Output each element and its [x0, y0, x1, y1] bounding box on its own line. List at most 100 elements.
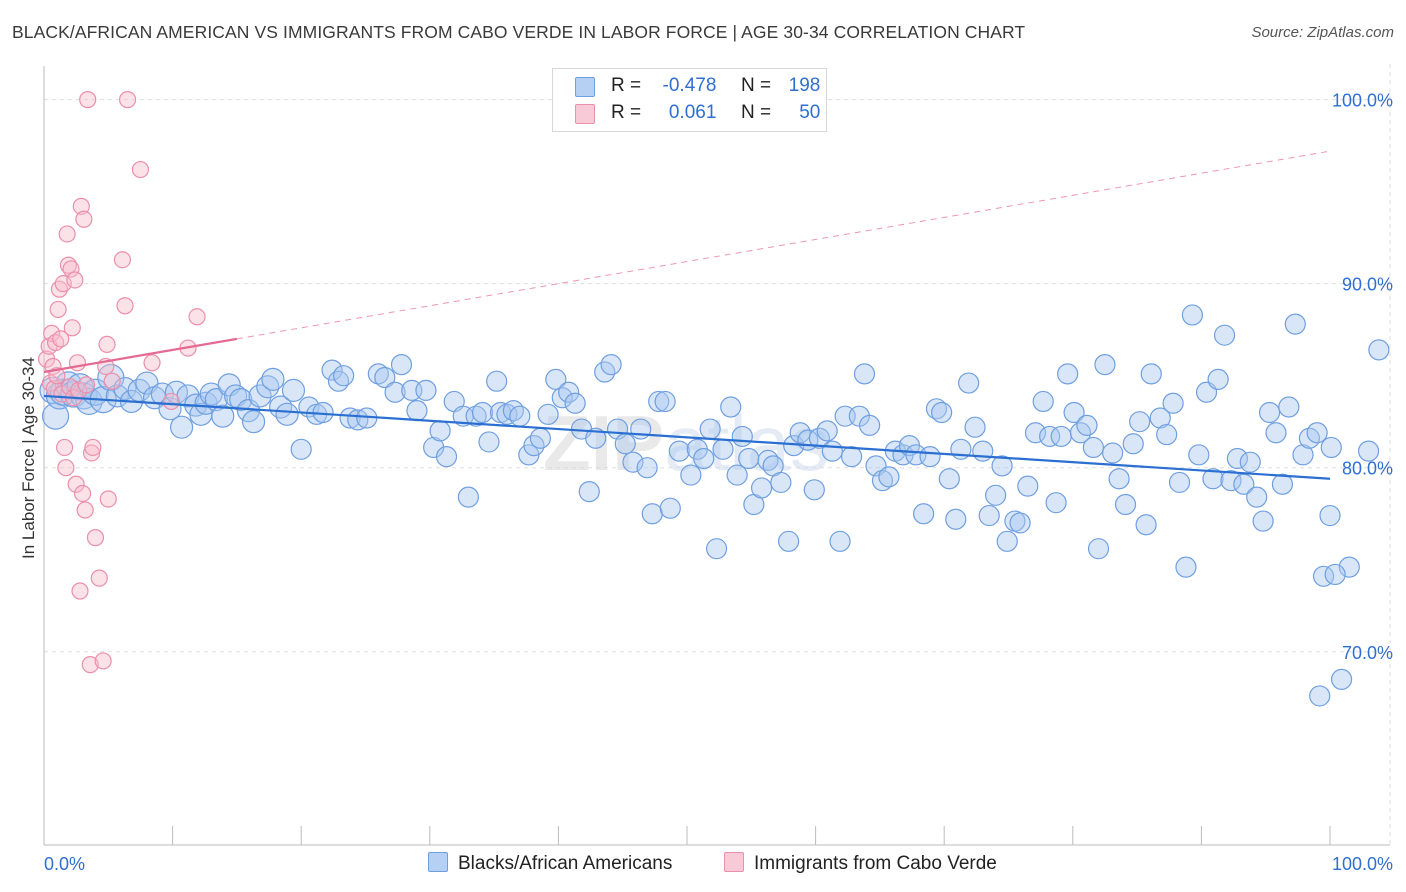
point-cabo-verde [99, 490, 117, 508]
point-blacks [654, 390, 676, 413]
point-blacks [668, 440, 690, 462]
bottom-legend-label-cabo-verde: Immigrants from Cabo Verde [754, 853, 997, 874]
point-blacks [1319, 504, 1341, 527]
point-blacks [816, 420, 838, 442]
point-blacks [1094, 354, 1116, 376]
point-blacks [919, 446, 941, 468]
legend-swatch-pink [575, 104, 595, 124]
point-blacks [750, 477, 773, 499]
point-blacks [1076, 414, 1098, 436]
point-blacks [636, 457, 658, 479]
point-blacks [585, 427, 607, 449]
point-blacks [1087, 538, 1110, 560]
point-cabo-verde [58, 225, 76, 243]
point-blacks [964, 416, 986, 438]
trend-line-cabo-verde [43, 337, 238, 374]
point-blacks [1039, 425, 1061, 448]
point-blacks [705, 538, 728, 560]
point-cabo-verde [71, 582, 89, 600]
point-blacks [367, 363, 389, 385]
point-blacks [841, 446, 863, 468]
point-blacks [564, 392, 586, 414]
point-cabo-verde [67, 475, 85, 493]
point-blacks [170, 415, 194, 439]
point-cabo-verde [55, 438, 74, 457]
point-blacks [1213, 324, 1236, 346]
chart-title: BLACK/AFRICAN AMERICAN VS IMMIGRANTS FRO… [12, 22, 1026, 42]
point-blacks [777, 530, 800, 552]
point-blacks [829, 530, 851, 552]
correlation-legend: R = -0.478 N = 198 R = 0.061 N = 50 [552, 68, 827, 132]
point-cabo-verde [143, 354, 161, 372]
point-blacks [1239, 451, 1261, 473]
point-blacks [978, 504, 1000, 527]
point-blacks [1357, 440, 1380, 462]
point-blacks [1045, 492, 1067, 514]
point-blacks [261, 367, 285, 391]
point-blacks [1017, 475, 1039, 497]
bottom-legend-cabo-verde: Immigrants from Cabo Verde [724, 852, 997, 875]
point-blacks [770, 471, 792, 494]
point-cabo-verde [43, 324, 61, 342]
point-blacks [1082, 436, 1104, 459]
point-blacks [1140, 363, 1162, 385]
point-cabo-verde [79, 91, 97, 109]
point-blacks [958, 372, 980, 394]
point-blacks [853, 363, 876, 385]
point-cabo-verde [86, 529, 105, 547]
point-blacks [726, 464, 748, 486]
point-cabo-verde [162, 392, 180, 411]
point-blacks [1024, 422, 1047, 444]
point-blacks [290, 438, 312, 460]
point-blacks [1271, 473, 1294, 495]
point-cabo-verde [73, 484, 92, 503]
point-blacks [1284, 313, 1306, 335]
point-blacks [699, 418, 721, 440]
point-blacks [578, 481, 600, 503]
x-tick-label-max: 100.0% [1332, 854, 1393, 874]
point-blacks [537, 403, 559, 425]
point-blacks [871, 469, 894, 492]
point-blacks [248, 384, 272, 408]
point-blacks [1265, 422, 1287, 444]
point-blacks [738, 447, 760, 470]
trend-line-blacks [43, 394, 1331, 480]
point-blacks [415, 379, 437, 402]
source-label: Source: ZipAtlas.com [1251, 24, 1394, 41]
point-cabo-verde [72, 197, 90, 215]
point-blacks [859, 414, 881, 436]
point-blacks [1108, 468, 1130, 490]
point-cabo-verde [48, 367, 66, 385]
point-blacks [242, 410, 266, 434]
point-blacks [985, 484, 1007, 506]
point-blacks [1202, 468, 1224, 490]
point-blacks [1156, 423, 1178, 446]
point-blacks [614, 433, 636, 455]
point-blacks [1129, 411, 1151, 433]
point-blacks [275, 402, 299, 426]
point-blacks [429, 420, 451, 442]
point-blacks [600, 354, 622, 376]
point-cabo-verde [94, 652, 112, 670]
point-cabo-verde [76, 501, 94, 519]
point-blacks [1162, 392, 1184, 414]
point-blacks [1032, 390, 1054, 413]
point-cabo-verde [98, 335, 116, 353]
point-cabo-verde [116, 297, 134, 315]
point-blacks [509, 405, 531, 427]
point-blacks [390, 354, 413, 376]
legend-n-value-cabo-verde: 50 [799, 102, 821, 123]
point-blacks [680, 464, 702, 486]
point-blacks [821, 440, 843, 462]
point-blacks [281, 378, 306, 403]
legend-n-label: N = [740, 75, 772, 96]
point-blacks [945, 508, 967, 530]
legend-n-value-blacks: 198 [788, 75, 821, 96]
point-blacks [551, 387, 573, 409]
point-blacks [1330, 668, 1353, 690]
legend-n-label: N = [740, 102, 772, 123]
trend-extension-cabo-verde [236, 150, 1331, 340]
point-blacks [374, 366, 396, 389]
point-blacks [1278, 396, 1300, 418]
